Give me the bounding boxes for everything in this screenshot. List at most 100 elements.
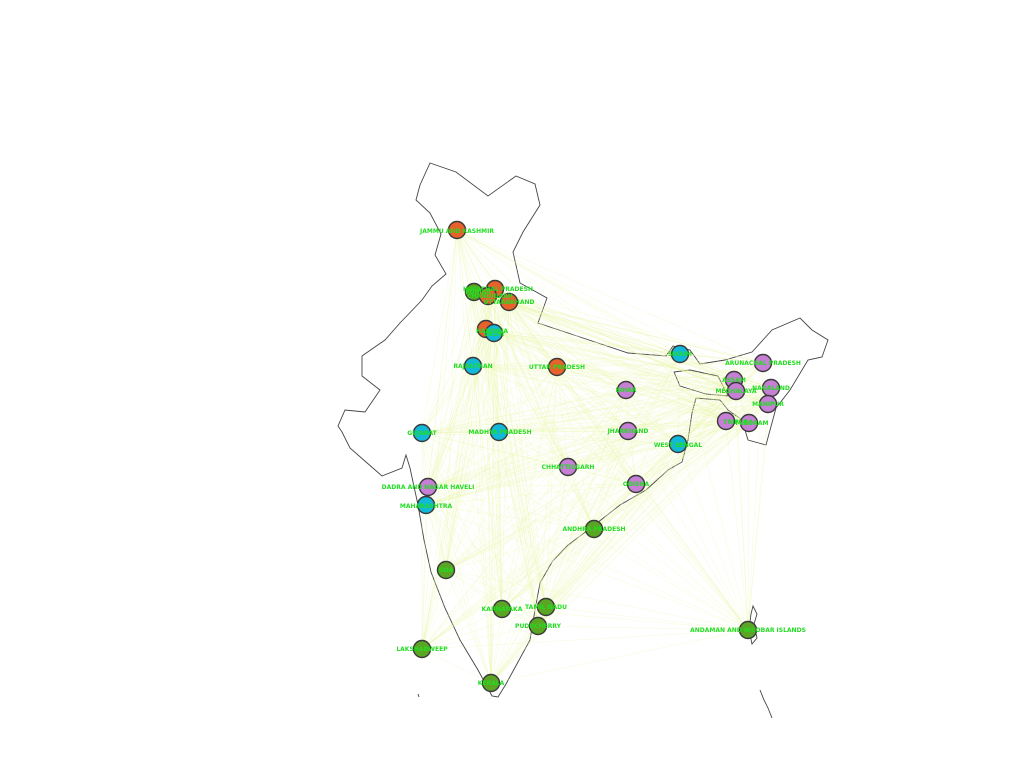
state-marker-dd[interactable] [418, 477, 438, 497]
connection-line [625, 389, 727, 422]
connection-line [473, 291, 749, 631]
state-marker-uk[interactable] [499, 292, 519, 312]
connection-line [456, 229, 503, 610]
connection-line [472, 365, 539, 627]
state-marker-tn[interactable] [536, 597, 556, 617]
connection-line [485, 328, 750, 424]
state-marker-gj[interactable] [412, 423, 432, 443]
connection-line [421, 332, 495, 650]
connection-line [427, 229, 458, 488]
state-marker-up[interactable] [547, 357, 567, 377]
connection-line [593, 422, 750, 530]
connection-line [421, 366, 558, 434]
connection-line [679, 353, 749, 631]
state-marker-tr[interactable] [716, 411, 736, 431]
state-marker-jh[interactable] [618, 421, 638, 441]
connection-line [472, 365, 772, 389]
state-label-an: ANDAMAN AND NICOBAR ISLANDS [690, 627, 806, 634]
state-marker-mh[interactable] [416, 495, 436, 515]
connection-line [501, 379, 735, 610]
connection-line [421, 390, 737, 434]
connection-line [635, 379, 735, 485]
state-marker-ml[interactable] [726, 381, 746, 401]
connection-line [472, 362, 764, 367]
connection-line [635, 390, 737, 485]
state-label-wb: WEST BENGAL [654, 442, 702, 449]
connection-line [473, 291, 679, 445]
state-marker-ka[interactable] [492, 599, 512, 619]
connection-line [567, 390, 737, 468]
connection-line [625, 387, 772, 391]
state-marker-dl[interactable] [484, 323, 504, 343]
connection-line [421, 648, 492, 684]
connection-line [427, 431, 500, 488]
connection-line [427, 365, 474, 488]
state-marker-sk[interactable] [670, 344, 690, 364]
connection-line [421, 403, 769, 434]
connection-line [493, 332, 503, 610]
connection-line [427, 390, 737, 488]
state-marker-kl[interactable] [481, 673, 501, 693]
connection-line [485, 328, 569, 468]
state-marker-cg[interactable] [558, 457, 578, 477]
state-marker-ap[interactable] [584, 519, 604, 539]
connection-line [427, 486, 595, 530]
connection-line [490, 422, 750, 684]
connection-line [421, 353, 681, 650]
state-marker-ld[interactable] [412, 639, 432, 659]
connection-line [421, 466, 569, 650]
connection-line [427, 288, 496, 488]
state-label-py: PUDUCHERRY [515, 623, 562, 630]
connection-line [427, 389, 627, 488]
state-marker-br[interactable] [616, 380, 636, 400]
connection-line [427, 483, 637, 488]
connection-line [421, 420, 727, 434]
connection-line [498, 431, 503, 610]
state-marker-wb[interactable] [668, 434, 688, 454]
state-marker-mn[interactable] [758, 394, 778, 414]
connection-line [485, 328, 679, 445]
connection-line [567, 466, 595, 530]
connection-line [508, 301, 727, 422]
connection-line [421, 328, 487, 434]
connection-line [494, 288, 503, 610]
connection-line [421, 569, 447, 650]
state-marker-ga[interactable] [436, 560, 456, 580]
connection-line [537, 420, 727, 627]
connection-line [425, 353, 681, 506]
connection-line [567, 387, 772, 468]
connection-line [625, 362, 764, 391]
connection-line [427, 403, 769, 488]
state-marker-jk[interactable] [447, 220, 467, 240]
connection-line [679, 353, 764, 364]
connection-line [556, 366, 737, 392]
connection-line [421, 606, 547, 650]
connection-line [425, 431, 500, 506]
state-label-tn: TAMIL NADU [525, 604, 567, 611]
state-marker-mz[interactable] [739, 413, 759, 433]
connection-line [421, 432, 569, 468]
state-marker-rj[interactable] [463, 356, 483, 376]
connection-line [421, 432, 539, 627]
connection-line [445, 291, 475, 571]
connection-line [537, 390, 737, 627]
state-marker-od[interactable] [626, 474, 646, 494]
state-marker-ch[interactable] [478, 286, 498, 306]
connection-line [445, 366, 558, 571]
connection-line [677, 390, 737, 445]
connection-line [679, 353, 750, 424]
connection-line [537, 362, 764, 627]
connection-line [498, 366, 558, 433]
state-marker-ar[interactable] [753, 353, 773, 373]
connection-line [545, 420, 727, 608]
connection-line [485, 328, 539, 627]
connection-line [445, 569, 749, 631]
connection-line [508, 301, 569, 468]
connection-line [421, 229, 458, 434]
connection-line [493, 332, 749, 631]
state-marker-mp[interactable] [489, 422, 509, 442]
connection-line [490, 288, 496, 684]
state-marker-an[interactable] [738, 620, 758, 640]
connection-line [545, 379, 735, 608]
state-marker-py[interactable] [528, 616, 548, 636]
